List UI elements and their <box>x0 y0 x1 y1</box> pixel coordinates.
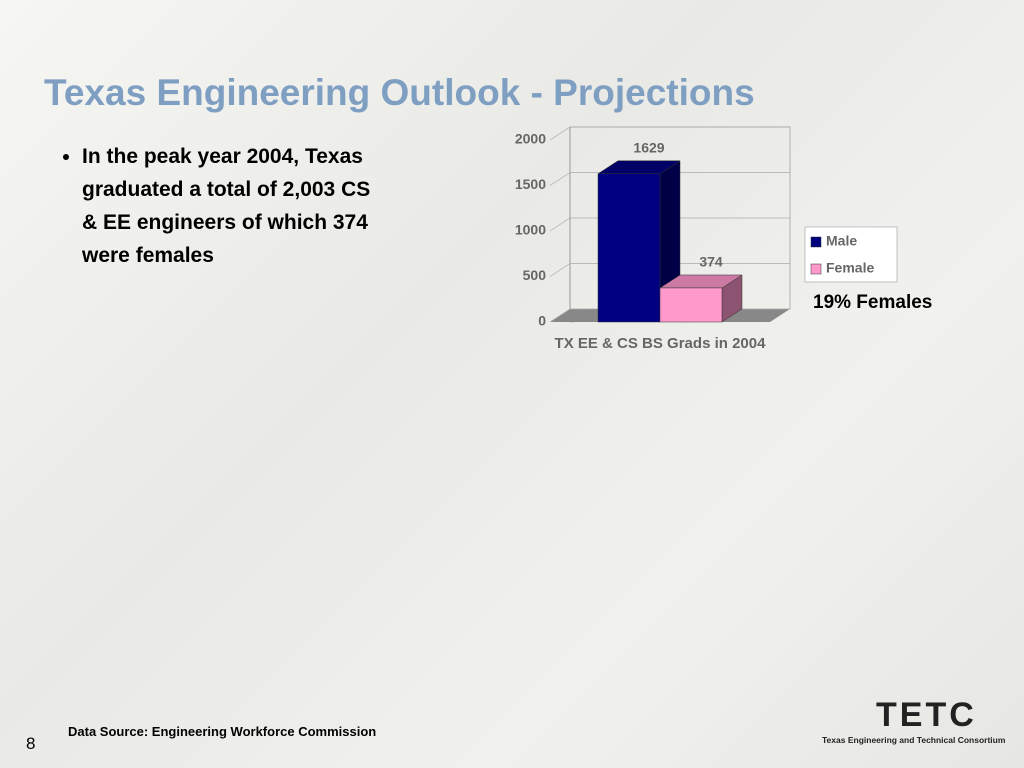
value-label: 1629 <box>633 139 664 155</box>
logo-subtitle: Texas Engineering and Technical Consorti… <box>822 735 1006 745</box>
legend-label: Male <box>826 233 857 249</box>
data-source: Data Source: Engineering Workforce Commi… <box>68 724 377 739</box>
bullet: In the peak year 2004, Texas graduated a… <box>82 140 374 272</box>
tick-mark <box>549 172 571 186</box>
value-label: 374 <box>699 254 723 270</box>
bullet-list: In the peak year 2004, Texas graduated a… <box>44 140 374 272</box>
page-number: 8 <box>26 734 36 753</box>
logo-name: TETC <box>876 696 977 734</box>
legend-label: Female <box>826 260 874 276</box>
tick-mark <box>549 126 571 141</box>
bar <box>597 173 661 323</box>
tick-mark <box>549 217 571 232</box>
tick-mark <box>549 263 571 277</box>
legend-swatch <box>810 236 822 248</box>
y-tick-label: 1000 <box>515 222 546 238</box>
tick-mark <box>549 308 571 323</box>
bar <box>659 287 723 323</box>
x-category-label: TX EE & CS BS Grads in 2004 <box>554 335 766 352</box>
y-tick-label: 500 <box>523 267 547 283</box>
y-tick-label: 1500 <box>515 176 546 192</box>
legend-swatch <box>810 263 822 275</box>
annotation: 19% Females <box>813 292 933 313</box>
y-tick-label: 0 <box>538 313 546 329</box>
slide-title: Texas Engineering Outlook - Projections <box>44 72 755 113</box>
y-tick-label: 2000 <box>515 131 546 147</box>
